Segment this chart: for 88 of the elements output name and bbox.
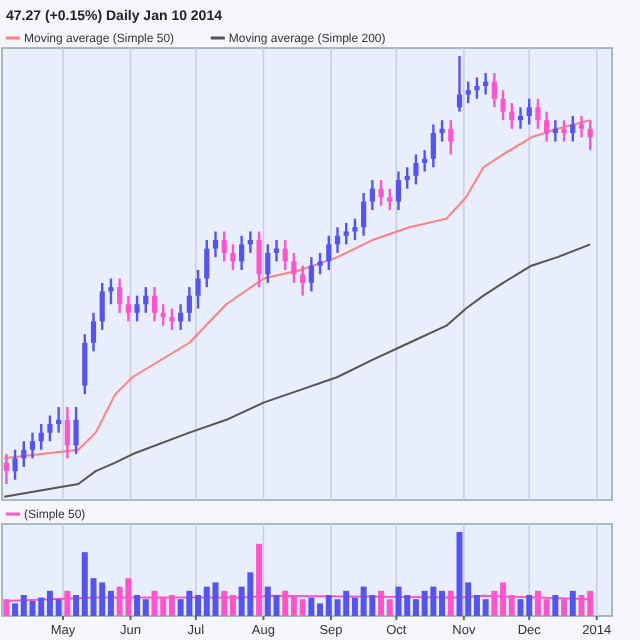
candlestick xyxy=(204,238,210,289)
candlestick xyxy=(308,255,314,293)
candlestick xyxy=(29,431,36,460)
bar xyxy=(134,595,141,616)
candlestick xyxy=(378,178,384,207)
candlestick xyxy=(291,251,297,285)
candlestick xyxy=(395,170,402,212)
candlestick xyxy=(491,71,497,109)
bar xyxy=(369,595,376,616)
candlestick xyxy=(535,97,541,130)
candlestick xyxy=(570,114,576,143)
candlestick xyxy=(195,268,201,310)
bar xyxy=(404,595,411,616)
bar xyxy=(12,603,19,616)
candlestick xyxy=(561,119,567,143)
candlestick xyxy=(186,285,192,323)
bar xyxy=(343,590,350,616)
candlestick xyxy=(326,234,332,272)
candlestick xyxy=(273,238,280,263)
candlestick xyxy=(517,106,524,130)
bar xyxy=(273,595,280,616)
candlestick xyxy=(361,191,367,237)
candlestick xyxy=(439,119,445,143)
bar xyxy=(308,597,315,616)
bar xyxy=(334,599,341,616)
candlestick xyxy=(352,217,358,242)
candlestick xyxy=(239,234,245,272)
bar xyxy=(29,600,36,616)
candlestick xyxy=(300,264,306,297)
candlestick xyxy=(578,114,585,139)
bar xyxy=(99,582,106,616)
candlestick xyxy=(125,294,131,323)
candlestick xyxy=(90,311,97,353)
candlestick xyxy=(12,448,18,481)
bar xyxy=(430,586,437,616)
candlestick xyxy=(430,123,436,169)
bar xyxy=(569,590,576,616)
candlestick xyxy=(151,285,158,323)
candlestick xyxy=(265,243,271,285)
bar xyxy=(456,532,463,616)
candlestick xyxy=(552,119,558,143)
candlestick xyxy=(82,333,88,396)
candlestick xyxy=(422,148,428,173)
candlestick xyxy=(317,251,323,276)
candlestick xyxy=(247,230,253,255)
candlestick xyxy=(448,119,454,156)
bar xyxy=(360,586,367,616)
candlestick xyxy=(64,405,70,460)
candlestick xyxy=(483,71,489,96)
bar xyxy=(55,599,62,616)
candlestick xyxy=(230,243,236,272)
candlestick xyxy=(99,281,105,332)
bar xyxy=(395,586,402,616)
candlestick xyxy=(212,230,219,259)
candlestick xyxy=(465,80,471,105)
candlestick xyxy=(544,110,550,143)
bar xyxy=(38,597,45,616)
candlestick xyxy=(47,414,53,443)
bar xyxy=(186,590,193,616)
candlestick xyxy=(221,230,227,263)
candlestick xyxy=(387,187,393,212)
candlestick xyxy=(413,153,419,186)
candlestick xyxy=(160,303,166,327)
candlestick xyxy=(282,238,288,272)
candlestick xyxy=(343,221,349,246)
bar xyxy=(177,599,184,616)
candlestick xyxy=(134,294,140,323)
candlestick xyxy=(526,97,532,126)
candlestick xyxy=(117,277,123,314)
bar xyxy=(517,599,524,616)
candlestick xyxy=(73,405,79,456)
candlestick xyxy=(56,405,62,434)
bar xyxy=(421,590,428,616)
candlestick xyxy=(169,307,175,332)
bar xyxy=(526,595,533,616)
candlestick xyxy=(108,277,114,306)
bar xyxy=(552,595,559,616)
candlestick xyxy=(404,166,410,190)
candlestick xyxy=(369,178,375,212)
candlestick xyxy=(500,89,506,122)
candlestick xyxy=(456,54,463,113)
bar xyxy=(482,599,489,616)
bar xyxy=(107,590,114,616)
bar xyxy=(247,572,254,616)
candlestick xyxy=(474,76,480,100)
bar xyxy=(142,599,149,616)
bar xyxy=(212,582,219,616)
candlestick xyxy=(256,230,262,289)
